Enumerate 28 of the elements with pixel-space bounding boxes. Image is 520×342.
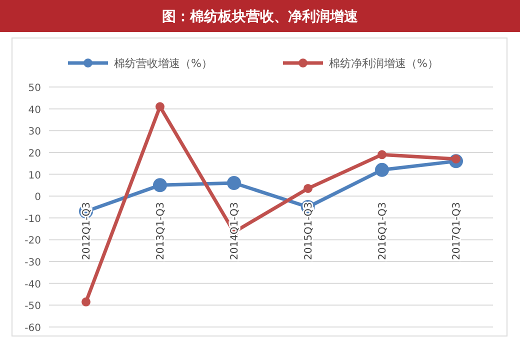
- point: [156, 102, 164, 112]
- point: [375, 162, 389, 177]
- y-tick-label: -10: [24, 214, 41, 225]
- y-tick-label: -60: [24, 323, 41, 334]
- x-tick-label: 2017Q1-Q3: [452, 202, 462, 260]
- x-tick-label: 2016Q1-Q3: [378, 202, 388, 260]
- x-tick-label: 2012Q1-Q3: [82, 202, 92, 260]
- x-tick-label: 2014Q1-Q3: [230, 202, 240, 260]
- title: 图：棉纺板块营收、净利润增速: [162, 9, 358, 25]
- y-tick-label: 30: [28, 126, 41, 138]
- y-tick-label: 50: [28, 83, 41, 94]
- y-tick-label: -20: [24, 236, 41, 247]
- point: [82, 297, 90, 306]
- y-tick-label: 40: [28, 104, 41, 116]
- x-tick-label: 2013Q1-Q3: [156, 202, 166, 260]
- y-tick-label: 10: [28, 170, 41, 182]
- y-tick-label: 0: [34, 192, 41, 204]
- legend-label: 棉纺净利润增速（%）: [329, 57, 438, 70]
- point: [378, 150, 386, 160]
- point: [227, 176, 241, 190]
- point: [153, 178, 167, 192]
- y-tick-label: -30: [24, 258, 41, 269]
- x-tick-label: 2015Q1-Q3: [304, 202, 314, 260]
- point: [304, 184, 312, 193]
- y-tick-label: -50: [24, 301, 41, 312]
- legend-label: 棉纺营收增速（%）: [114, 57, 212, 70]
- y-tick-label: -40: [24, 279, 41, 290]
- y-tick-label: 20: [28, 148, 41, 160]
